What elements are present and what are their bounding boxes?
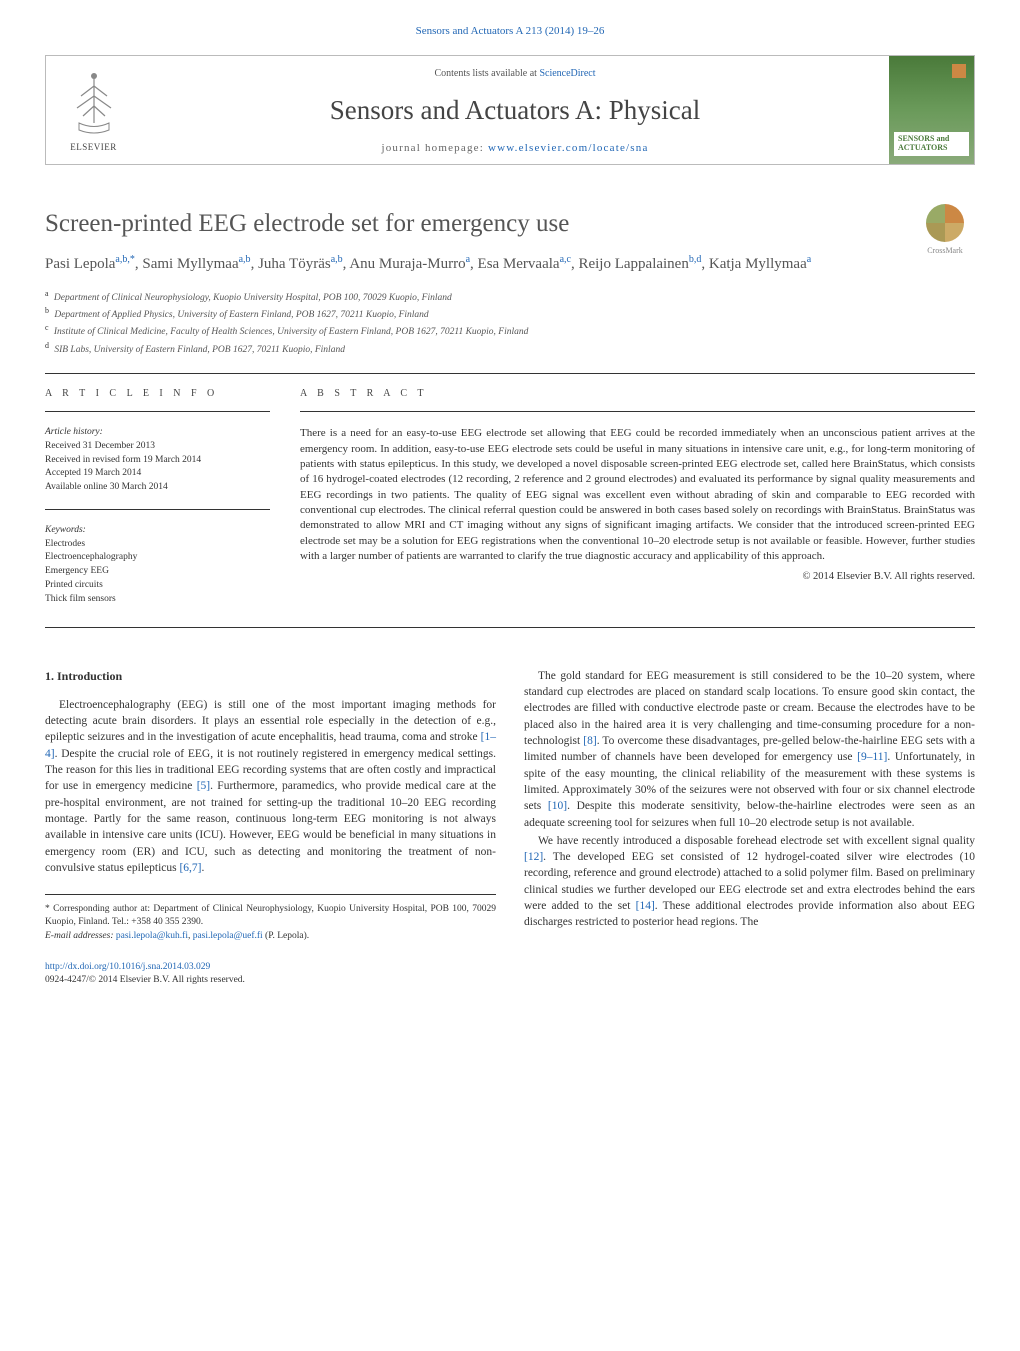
history-line: Accepted 19 March 2014 [45,467,270,481]
keywords-block: Keywords: ElectrodesElectroencephalograp… [45,524,270,607]
author-affref: a,c [560,254,571,265]
journal-cover-thumbnail: SENSORS and ACTUATORS [889,56,974,164]
keyword-line: Thick film sensors [45,593,270,607]
citation-link[interactable]: [12] [524,851,543,863]
article-title: Screen-printed EEG electrode set for eme… [45,210,975,238]
citation-link[interactable]: [8] [583,735,596,747]
abstract-copyright: © 2014 Elsevier B.V. All rights reserved… [300,571,975,582]
section-heading-intro: 1. Introduction [45,668,496,685]
body-text: . Despite this moderate sensitivity, bel… [524,800,975,828]
author-affref: a [807,254,811,265]
email-suffix: (P. Lepola). [263,931,309,941]
journal-title: Sensors and Actuators A: Physical [151,95,879,126]
email-link[interactable]: pasi.lepola@uef.fi [193,931,263,941]
doi-link[interactable]: http://dx.doi.org/10.1016/j.sna.2014.03.… [45,962,210,972]
body-text: Electroencephalography (EEG) is still on… [45,699,496,744]
abstract-column: A B S T R A C T There is a need for an e… [300,388,975,620]
keyword-line: Electroencephalography [45,551,270,565]
author-name: Juha Töyräs [258,256,331,272]
intro-paragraph-1: Electroencephalography (EEG) is still on… [45,697,496,877]
crossmark-label: CrossMark [915,246,975,255]
crossmark-badge[interactable]: CrossMark [915,204,975,264]
divider [45,627,975,628]
body-text: We have recently introduced a disposable… [538,835,975,847]
affiliation-line: a Department of Clinical Neurophysiology… [45,288,975,305]
history-line: Received 31 December 2013 [45,440,270,454]
abstract-text: There is a need for an easy-to-use EEG e… [300,426,975,565]
author-affref: a [466,254,470,265]
cover-label: SENSORS and ACTUATORS [894,132,969,156]
page-footer: http://dx.doi.org/10.1016/j.sna.2014.03.… [45,961,975,988]
intro-paragraph-2: The gold standard for EEG measurement is… [524,668,975,831]
publisher-name: ELSEVIER [70,142,117,152]
body-text: . Furthermore, paramedics, who provide m… [45,780,496,874]
author-affref: a,b [239,254,251,265]
citation-link[interactable]: [9–11] [857,751,887,763]
author-affref: a,b,* [115,254,134,265]
elsevier-tree-icon [59,68,129,138]
keyword-line: Emergency EEG [45,565,270,579]
email-label: E-mail addresses: [45,931,116,941]
sciencedirect-link[interactable]: ScienceDirect [539,68,595,79]
homepage-line: journal homepage: www.elsevier.com/locat… [151,142,879,154]
homepage-link[interactable]: www.elsevier.com/locate/sna [488,142,649,154]
history-line: Received in revised form 19 March 2014 [45,454,270,468]
email-link[interactable]: pasi.lepola@kuh.fi [116,931,188,941]
author-affref: a,b [331,254,343,265]
publisher-logo: ELSEVIER [46,56,141,164]
keyword-line: Printed circuits [45,579,270,593]
history-heading: Article history: [45,426,270,440]
header-center: Contents lists available at ScienceDirec… [141,56,889,164]
affiliation-line: c Institute of Clinical Medicine, Facult… [45,322,975,339]
homepage-prefix: journal homepage: [381,142,488,154]
issn-copyright: 0924-4247/© 2014 Elsevier B.V. All right… [45,975,245,985]
abstract-label: A B S T R A C T [300,388,975,399]
citation-link[interactable]: [6,7] [179,862,201,874]
divider [300,411,975,412]
cover-corner-icon [952,64,966,78]
journal-header-box: ELSEVIER Contents lists available at Sci… [45,55,975,165]
author-name: Katja Myllymaa [709,256,807,272]
author-name: Reijo Lappalainen [578,256,688,272]
contents-line: Contents lists available at ScienceDirec… [151,68,879,79]
author-affref: b,d [689,254,702,265]
divider [45,509,270,510]
crossmark-icon [926,204,964,242]
author-name: Anu Muraja-Murro [349,256,465,272]
article-history: Article history: Received 31 December 20… [45,426,270,495]
affiliation-line: d SIB Labs, University of Eastern Finlan… [45,340,975,357]
author-name: Sami Myllymaa [142,256,238,272]
divider [45,411,270,412]
authors-list: Pasi Lepolaa,b,*, Sami Myllymaaa,b, Juha… [45,252,975,276]
info-abstract-row: A R T I C L E I N F O Article history: R… [45,388,975,620]
citation-link[interactable]: [5] [197,780,210,792]
body-two-column: 1. Introduction Electroencephalography (… [45,668,975,944]
citation-header: Sensors and Actuators A 213 (2014) 19–26 [45,25,975,37]
history-line: Available online 30 March 2014 [45,481,270,495]
author-name: Pasi Lepola [45,256,115,272]
article-info-label: A R T I C L E I N F O [45,388,270,399]
corresponding-author-footnote: * Corresponding author at: Department of… [45,894,496,943]
keywords-heading: Keywords: [45,524,270,538]
affiliations-list: a Department of Clinical Neurophysiology… [45,288,975,358]
footnote-email: E-mail addresses: pasi.lepola@kuh.fi, pa… [45,930,496,943]
affiliation-line: b Department of Applied Physics, Univers… [45,305,975,322]
author-name: Esa Mervaala [478,256,560,272]
citation-link[interactable]: [14] [636,900,655,912]
intro-paragraph-3: We have recently introduced a disposable… [524,833,975,931]
body-text: . [202,862,205,874]
divider [45,373,975,374]
keyword-line: Electrodes [45,538,270,552]
citation-link[interactable]: [10] [548,800,567,812]
article-info-column: A R T I C L E I N F O Article history: R… [45,388,270,620]
contents-prefix: Contents lists available at [434,68,539,79]
footnote-corr: * Corresponding author at: Department of… [45,903,496,930]
